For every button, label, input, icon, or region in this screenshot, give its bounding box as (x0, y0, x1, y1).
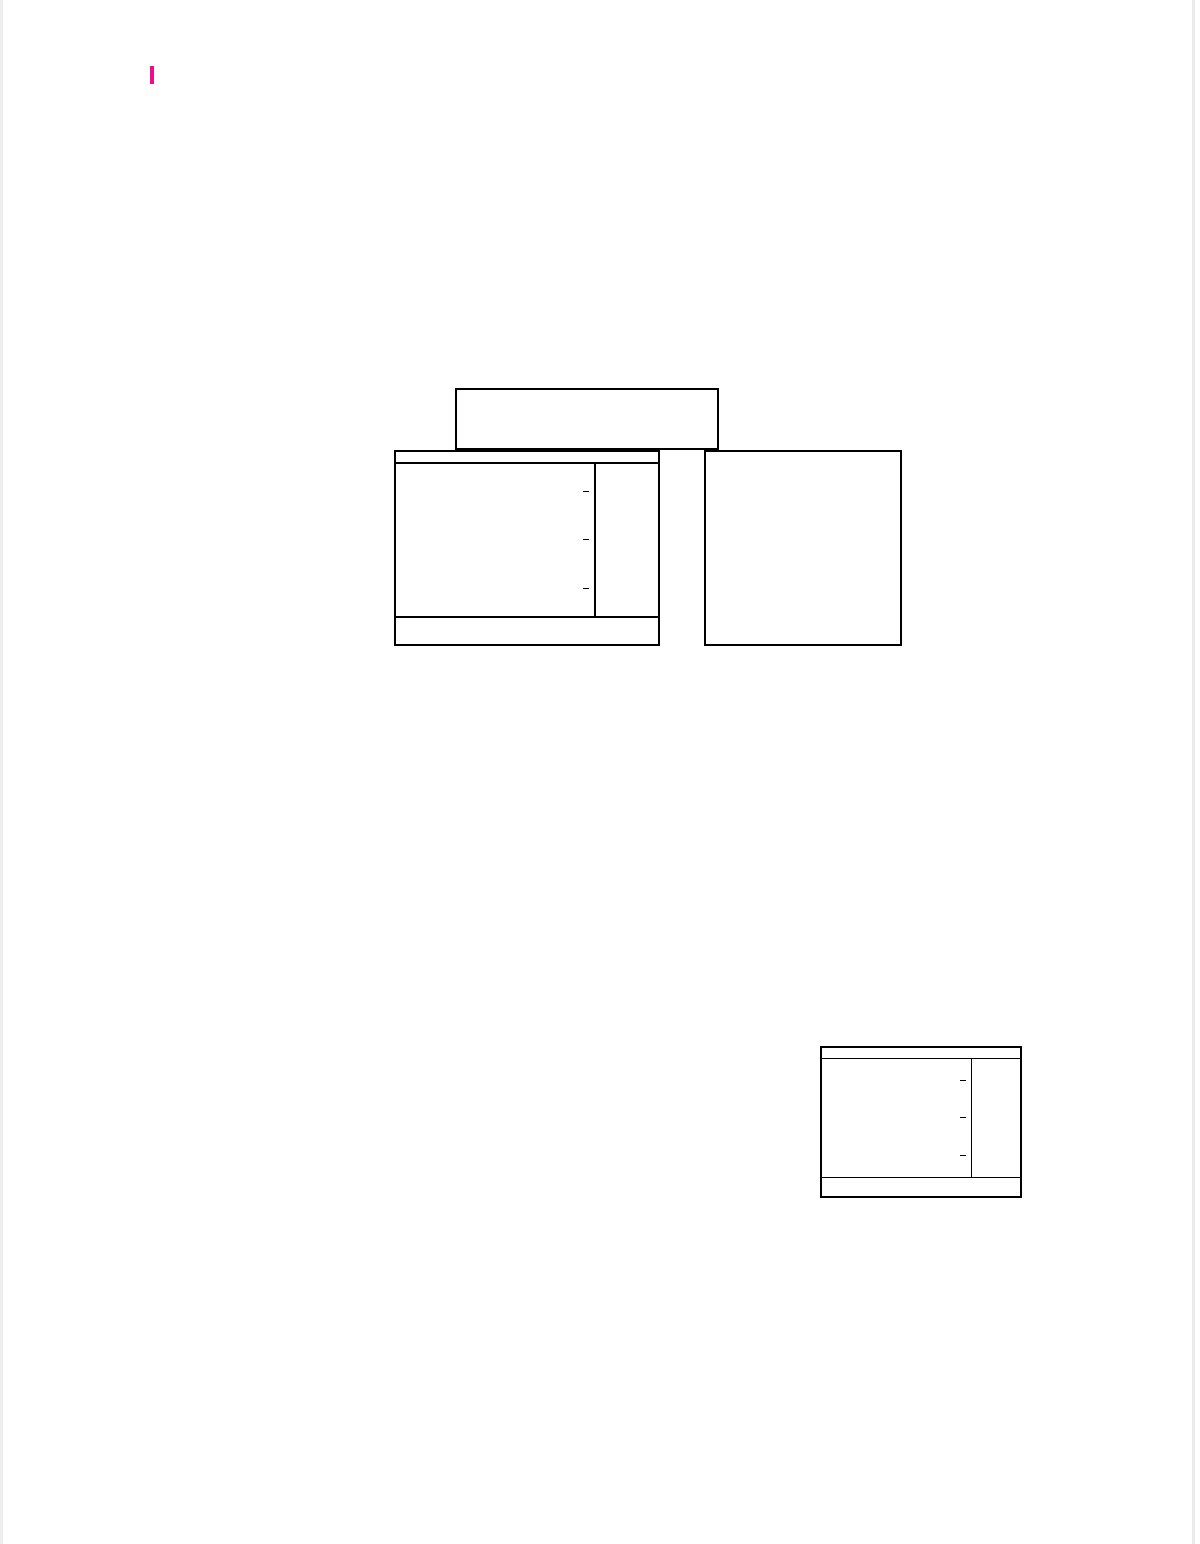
legend-title (822, 1048, 1020, 1059)
scan-edge-left (0, 0, 3, 1544)
chart-a-note-box (455, 388, 719, 450)
inset-chart-canvas (706, 452, 900, 644)
legend-chart-number (594, 464, 658, 616)
legend-year (396, 618, 658, 644)
legend-definitions (822, 1059, 971, 1177)
chart-a-legend-box (394, 450, 660, 646)
header-divider-bar (150, 66, 154, 84)
legend-title (396, 452, 658, 464)
legend-definitions (396, 464, 594, 616)
scan-edge-right (1192, 0, 1195, 1544)
legend-year (822, 1178, 1020, 1196)
chart-a-inset-box (704, 450, 902, 646)
legend-chart-number (971, 1059, 1020, 1177)
chart-b-legend-box (820, 1046, 1022, 1198)
